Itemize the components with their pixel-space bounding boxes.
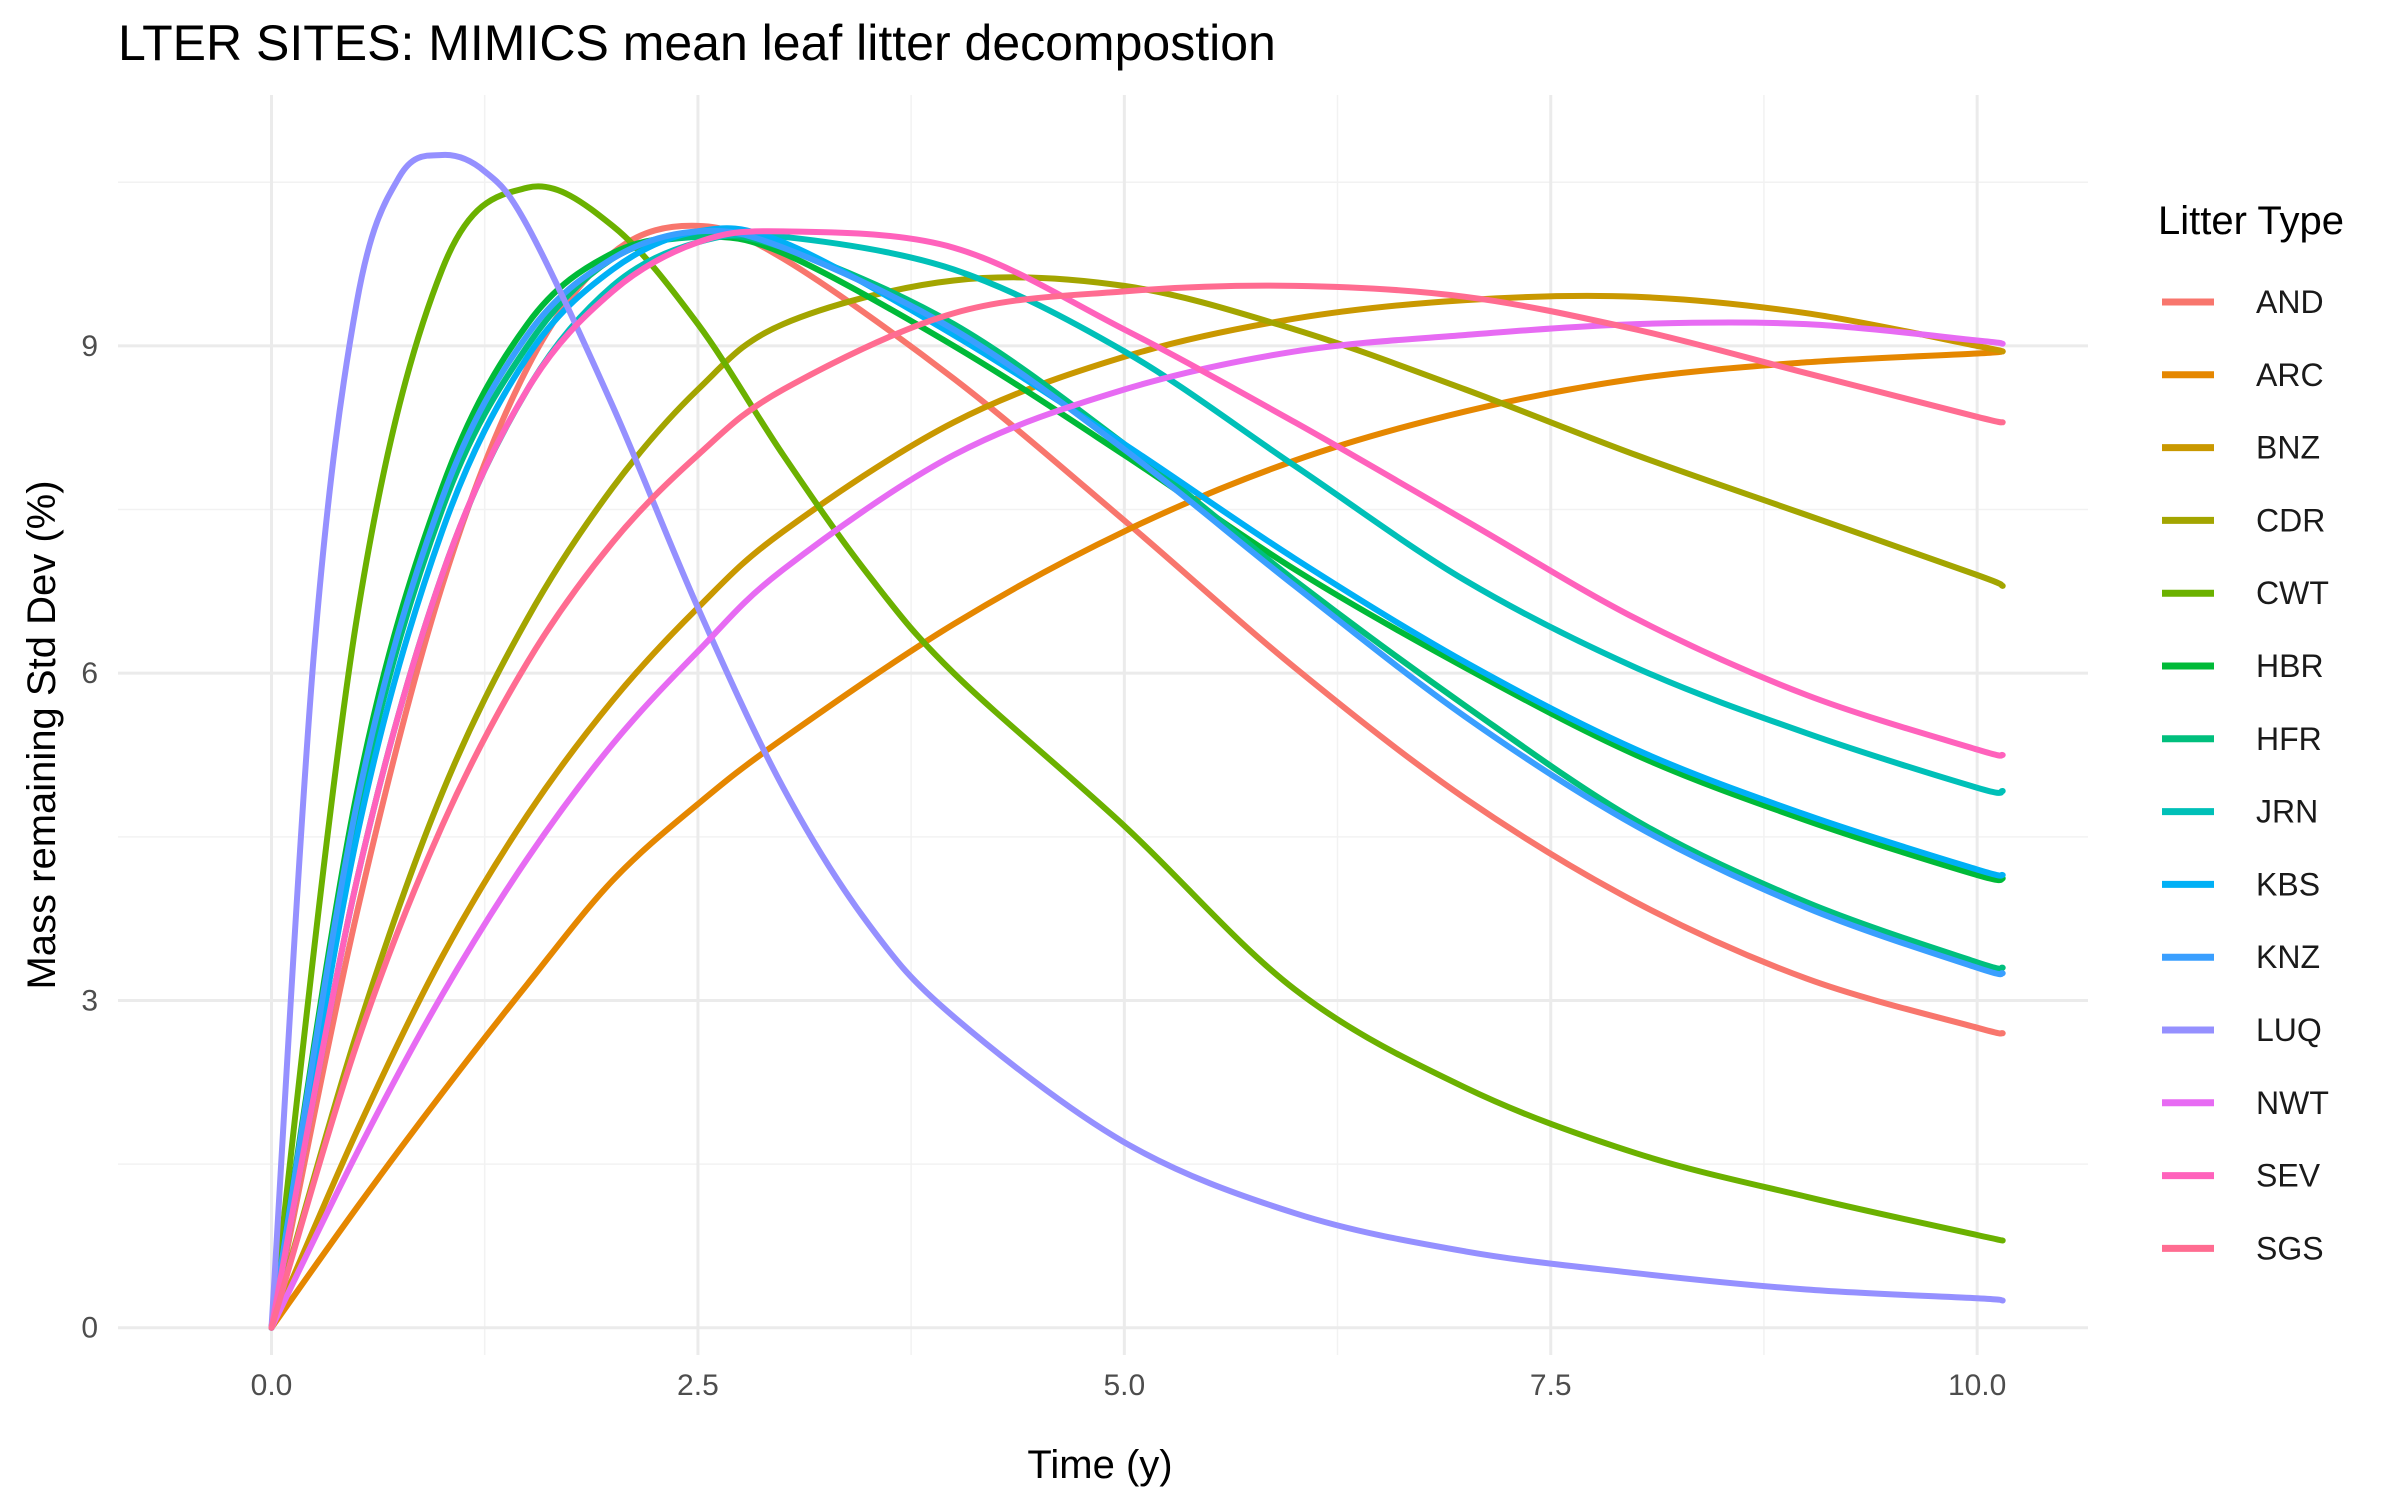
legend-label-jrn: JRN <box>2256 794 2318 830</box>
series-line-cwt <box>268 183 2006 1331</box>
series-line-cdr <box>268 274 2006 1331</box>
series-line-and <box>268 222 2006 1331</box>
x-tick-label: 10.0 <box>1948 1369 2006 1402</box>
legend-label-and: AND <box>2256 284 2324 320</box>
legend-label-cdr: CDR <box>2256 502 2325 538</box>
series-line-luq <box>268 151 2006 1331</box>
y-tick-label: 0 <box>81 1312 98 1345</box>
x-tick-label: 2.5 <box>677 1369 719 1402</box>
series-line-hbr <box>268 233 2006 1331</box>
series-lines <box>268 151 2006 1331</box>
y-tick-label: 6 <box>81 657 98 690</box>
legend-label-arc: ARC <box>2256 357 2324 393</box>
x-tick-label: 5.0 <box>1103 1369 1145 1402</box>
series-line-bnz <box>268 292 2006 1331</box>
legend-label-kbs: KBS <box>2256 866 2320 902</box>
legend-label-luq: LUQ <box>2256 1012 2322 1048</box>
legend-label-sgs: SGS <box>2256 1230 2324 1266</box>
legend-label-hbr: HBR <box>2256 648 2324 684</box>
legend-items: AND ARC BNZ CDR CWT HBR HFR JRN KBS KNZ LUQ NWT SEV S… <box>2162 284 2329 1266</box>
series-line-sgs <box>268 282 2006 1331</box>
x-axis-title: Time (y) <box>1027 1443 1172 1487</box>
major-gridlines <box>118 95 2088 1355</box>
x-tick-label: 0.0 <box>251 1369 293 1402</box>
legend-label-cwt: CWT <box>2256 575 2329 611</box>
x-tick-label: 7.5 <box>1530 1369 1572 1402</box>
series-line-hfr <box>268 232 2006 1331</box>
legend-label-knz: KNZ <box>2256 939 2320 975</box>
legend-label-sev: SEV <box>2256 1158 2321 1194</box>
y-axis-title: Mass remaining Std Dev (%) <box>20 480 64 989</box>
y-axis-tick-labels: 0 3 6 9 <box>81 330 98 1345</box>
series-line-sev <box>268 228 2006 1331</box>
y-tick-label: 3 <box>81 984 98 1017</box>
y-tick-label: 9 <box>81 330 98 363</box>
series-line-arc <box>268 348 2006 1331</box>
legend-title: Litter Type <box>2158 199 2344 243</box>
series-line-nwt <box>268 319 2006 1331</box>
legend-label-nwt: NWT <box>2256 1085 2329 1121</box>
chart-title: LTER SITES: MIMICS mean leaf litter deco… <box>118 15 1276 71</box>
legend-label-hfr: HFR <box>2256 721 2322 757</box>
x-axis-tick-labels: 0.0 2.5 5.0 7.5 10.0 <box>251 1369 2007 1402</box>
legend-label-bnz: BNZ <box>2256 430 2320 466</box>
legend: Litter Type AND ARC BNZ CDR CWT HBR HFR JRN KBS K… <box>2158 199 2344 1266</box>
